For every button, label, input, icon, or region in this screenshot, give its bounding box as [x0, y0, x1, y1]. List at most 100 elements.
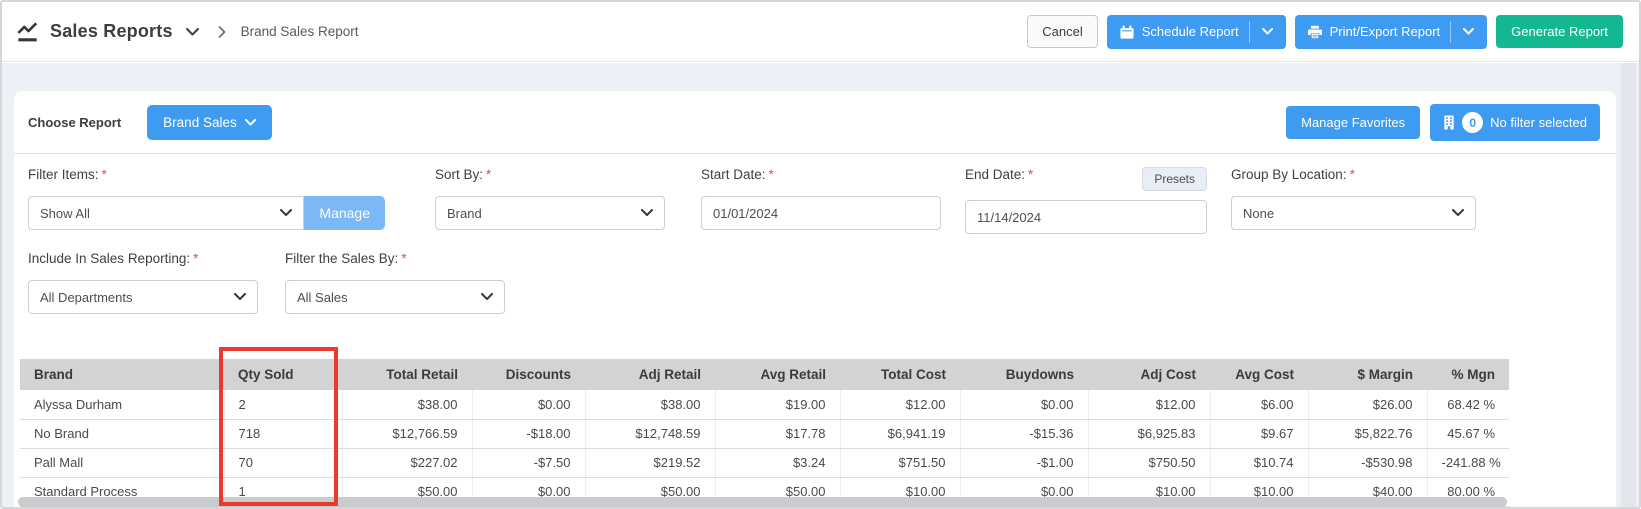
column-header[interactable]: $ Margin — [1308, 359, 1427, 390]
building-icon — [1443, 115, 1455, 130]
table-cell: 2 — [224, 390, 343, 420]
button-divider — [1248, 20, 1250, 43]
filter-items-group: Filter Items: * Show All Manage — [28, 167, 385, 234]
end-date-input[interactable] — [965, 200, 1207, 234]
report-table: Brand Qty Sold Total Retail Discounts Adj Re… — [20, 359, 1509, 507]
table-cell: -241.88 % — [1427, 448, 1509, 478]
report-type-value: Brand Sales — [163, 115, 237, 130]
schedule-report-chevron-down-icon[interactable] — [1260, 28, 1273, 35]
start-date-input[interactable] — [701, 196, 941, 230]
table-cell: -$1.00 — [960, 448, 1089, 478]
generate-report-button[interactable]: Generate Report — [1496, 15, 1623, 48]
table-cell: -$15.36 — [960, 419, 1089, 449]
column-header[interactable]: Qty Sold — [224, 359, 342, 390]
schedule-report-button[interactable]: Schedule Report — [1106, 14, 1286, 49]
include-in-sales-reporting-value: All Departments — [40, 289, 133, 305]
section-divider — [14, 153, 1616, 154]
manage-filter-items-button[interactable]: Manage — [304, 196, 385, 230]
breadcrumb-current: Brand Sales Report — [240, 24, 359, 39]
choose-report-row: Choose Report Brand Sales Manage Favorit… — [14, 91, 1616, 153]
required-marker: * — [768, 167, 774, 182]
filters-row-1: Filter Items: * Show All Manage Sort By: * — [14, 154, 1616, 234]
column-header[interactable]: Discounts — [472, 359, 585, 390]
sort-by-group: Sort By: * Brand — [435, 167, 665, 234]
table-cell: Alyssa Durham — [20, 390, 225, 420]
table-cell: $6.00 — [1210, 390, 1309, 420]
column-header[interactable]: Brand — [20, 359, 224, 390]
group-by-location-select[interactable]: None — [1231, 196, 1476, 230]
breadcrumb-chevron-right-icon — [218, 25, 226, 38]
filter-items-value: Show All — [40, 205, 90, 221]
table-cell: $12.00 — [840, 390, 961, 420]
chevron-down-icon — [641, 209, 653, 217]
column-header[interactable]: Avg Cost — [1210, 359, 1308, 390]
printer-icon — [1307, 25, 1322, 39]
column-header[interactable]: Adj Cost — [1088, 359, 1210, 390]
filter-sales-by-label: Filter the Sales By: * — [285, 251, 407, 266]
table-row[interactable]: No Brand 718 $12,766.59 -$18.00 $12,748.59 $1… — [20, 419, 1509, 449]
column-header[interactable]: Adj Retail — [585, 359, 715, 390]
vertical-scrollbar[interactable] — [1621, 63, 1636, 507]
filter-count-badge: 0 — [1462, 112, 1484, 133]
table-row[interactable]: Alyssa Durham 2 $38.00 $0.00 $38.00 $19.00 $12… — [20, 390, 1509, 420]
column-header[interactable]: Avg Retail — [715, 359, 840, 390]
required-marker: * — [1028, 167, 1034, 182]
page-title: Sales Reports — [50, 21, 173, 41]
schedule-report-label: Schedule Report — [1141, 24, 1239, 39]
group-by-location-group: Group By Location: * None — [1231, 167, 1476, 234]
group-by-location-value: None — [1243, 205, 1275, 221]
print-export-chevron-down-icon[interactable] — [1461, 28, 1475, 35]
group-by-location-label: Group By Location: * — [1231, 167, 1355, 182]
print-export-report-button[interactable]: Print/Export Report — [1294, 14, 1488, 49]
table-cell: $219.52 — [585, 448, 716, 478]
table-cell: $12,766.59 — [342, 419, 473, 449]
manage-favorites-button[interactable]: Manage Favorites — [1286, 106, 1421, 139]
table-cell: 68.42 % — [1427, 390, 1509, 420]
filter-status-button[interactable]: 0 No filter selected — [1430, 104, 1600, 141]
end-date-group: End Date: * Presets — [965, 167, 1207, 234]
filter-sales-by-select[interactable]: All Sales — [285, 280, 505, 314]
include-in-sales-reporting-group: Include In Sales Reporting: * All Departm… — [28, 251, 258, 314]
chart-line-icon — [16, 21, 39, 43]
table-cell: $0.00 — [472, 390, 586, 420]
column-header[interactable]: Buydowns — [960, 359, 1088, 390]
cancel-button[interactable]: Cancel — [1027, 15, 1098, 48]
sort-by-label: Sort By: * — [435, 167, 492, 182]
table-cell: $38.00 — [585, 390, 716, 420]
filter-sales-by-value: All Sales — [297, 289, 348, 305]
required-marker: * — [101, 167, 107, 182]
table-header-row: Brand Qty Sold Total Retail Discounts Adj Re… — [20, 359, 1509, 390]
column-header[interactable]: Total Retail — [342, 359, 472, 390]
report-type-dropdown[interactable]: Brand Sales — [147, 105, 272, 140]
required-marker: * — [193, 251, 199, 266]
filters-row-2: Include In Sales Reporting: * All Departm… — [14, 234, 1616, 314]
sort-by-select[interactable]: Brand — [435, 196, 665, 230]
calendar-icon — [1120, 24, 1134, 39]
column-header[interactable]: % Mgn — [1427, 359, 1509, 390]
required-marker: * — [401, 251, 407, 266]
report-switcher-chevron-down-icon[interactable] — [184, 26, 201, 38]
top-bar: Sales Reports Brand Sales Report Cancel — [2, 2, 1639, 62]
content-area: Choose Report Brand Sales Manage Favorit… — [2, 63, 1639, 507]
presets-button[interactable]: Presets — [1142, 167, 1207, 191]
table-cell: $17.78 — [715, 419, 841, 449]
chevron-down-icon — [280, 209, 293, 217]
include-in-sales-reporting-label: Include In Sales Reporting: * — [28, 251, 199, 266]
print-export-report-label: Print/Export Report — [1329, 24, 1441, 39]
table-cell: -$7.50 — [472, 448, 586, 478]
filter-items-select[interactable]: Show All — [28, 196, 305, 230]
table-cell: $6,941.19 — [840, 419, 961, 449]
table-cell: -$530.98 — [1308, 448, 1428, 478]
filter-items-label: Filter Items: * — [28, 167, 107, 182]
table-cell: $38.00 — [342, 390, 473, 420]
include-in-sales-reporting-select[interactable]: All Departments — [28, 280, 258, 314]
horizontal-scrollbar[interactable] — [18, 497, 1507, 507]
sort-by-value: Brand — [447, 205, 482, 221]
start-date-label: Start Date: * — [701, 167, 774, 182]
table-row[interactable]: Pall Mall 70 $227.02 -$7.50 $219.52 $3.24 $751… — [20, 448, 1509, 478]
column-header[interactable]: Total Cost — [840, 359, 960, 390]
choose-report-label: Choose Report — [28, 115, 122, 130]
table-cell: $12,748.59 — [585, 419, 716, 449]
required-marker: * — [1349, 167, 1355, 182]
